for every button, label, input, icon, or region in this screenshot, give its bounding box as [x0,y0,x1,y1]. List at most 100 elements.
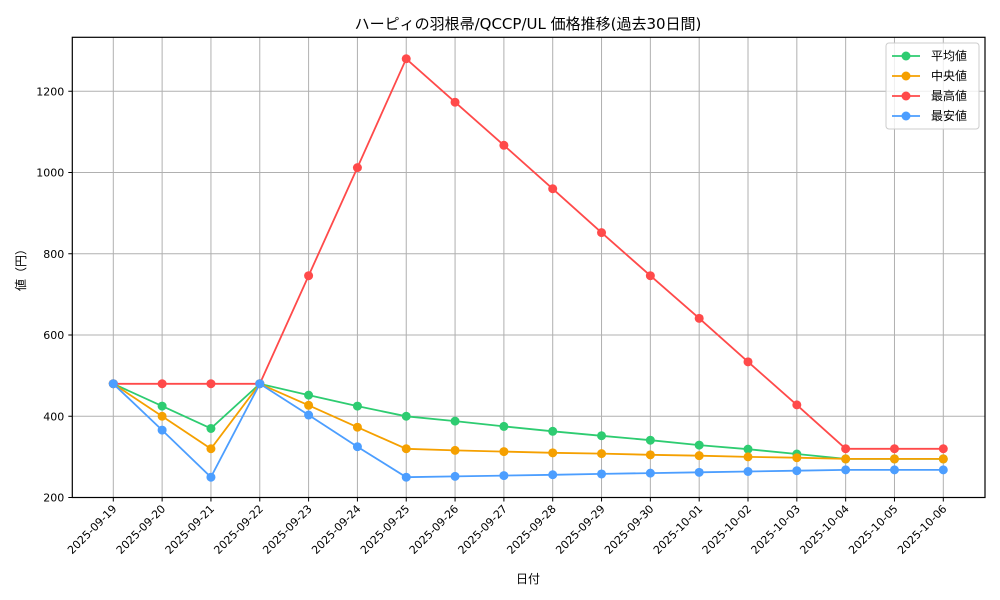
data-point [450,97,460,107]
data-point [548,426,558,436]
data-point [792,466,802,476]
data-point [743,467,753,476]
y-axis-label: 値（円） [13,243,28,291]
data-point [499,447,509,457]
legend-item: 平均値 [892,48,967,63]
legend-label: 平均値 [931,48,967,63]
y-tick-label: 400 [43,410,64,423]
x-tick-label: 2025-09-28 [504,502,558,556]
data-point [645,450,655,460]
x-tick-label: 2025-09-22 [211,502,265,556]
x-tick-label: 2025-09-23 [260,502,314,556]
data-point [401,444,411,454]
x-tick-label: 2025-10-05 [846,502,900,556]
data-point [743,357,753,367]
legend-item: 最安値 [892,108,967,123]
data-point [450,445,460,455]
data-point [694,440,704,450]
data-point [157,411,167,421]
data-point [157,379,167,389]
data-point [792,400,802,410]
data-point [743,444,753,454]
x-axis-label: 日付 [516,572,540,586]
series-line [108,379,948,482]
x-tick-label: 2025-10-04 [797,502,851,556]
data-point [157,401,167,411]
data-point [743,452,753,462]
data-point [694,451,704,461]
legend-marker-icon [901,111,911,121]
x-tick-label: 2025-09-19 [65,502,119,556]
x-tick-label: 2025-09-25 [358,502,412,556]
data-point [206,444,216,454]
data-point [889,444,899,454]
legend-marker-icon [901,71,911,81]
x-axis-ticks: 2025-09-192025-09-202025-09-212025-09-22… [65,497,949,557]
data-point [645,271,655,281]
x-tick-label: 2025-10-01 [651,502,705,556]
legend-marker-icon [901,91,911,101]
data-point [304,400,314,410]
data-point [938,444,948,454]
data-point [352,163,362,173]
legend-box [885,42,980,130]
data-point [841,444,851,454]
data-point [450,471,460,481]
x-tick-label: 2025-09-21 [163,502,217,556]
data-point [548,470,558,480]
data-point [450,416,460,426]
data-point [352,422,362,432]
data-point [841,465,851,475]
data-point [694,467,704,477]
y-tick-label: 1000 [36,167,64,180]
data-point [304,271,314,281]
data-point [548,448,558,458]
legend-label: 最高値 [931,88,967,103]
data-point [401,411,411,421]
x-tick-label: 2025-09-20 [114,502,168,556]
data-point [889,454,899,464]
series-line [108,379,948,464]
data-point [401,54,411,64]
data-point [597,228,607,238]
legend-marker-icon [901,51,911,61]
plot-frame [71,36,986,499]
data-point [792,453,802,463]
data-point [694,313,704,323]
legend-label: 中央値 [931,68,967,83]
data-point [499,471,509,481]
data-point [401,472,411,482]
data-point [206,423,216,433]
x-tick-label: 2025-09-30 [602,502,656,556]
data-point [255,379,265,389]
x-tick-label: 2025-09-26 [407,502,461,556]
data-point [206,472,216,482]
data-series [108,54,948,482]
legend-label: 最安値 [931,108,967,123]
data-point [597,449,607,459]
data-point [499,421,509,431]
chart-title: ハーピィの羽根帚/QCCP/UL 価格推移(過去30日間) [355,15,702,33]
data-point [352,442,362,452]
data-point [645,468,655,478]
data-point [889,465,899,475]
data-point [597,469,607,479]
data-point [645,435,655,445]
x-tick-label: 2025-09-27 [456,502,510,556]
y-tick-label: 1200 [36,85,64,98]
data-point [548,184,558,194]
data-point [304,410,314,420]
data-point [108,379,118,389]
y-tick-label: 800 [43,248,64,261]
y-tick-label: 600 [43,329,64,342]
data-point [352,401,362,411]
data-point [304,390,314,400]
x-tick-label: 2025-09-29 [553,502,607,556]
y-axis-ticks: 200 400 600 800 1000 1200 [36,85,73,505]
legend-item: 最高値 [892,88,967,103]
data-point [499,140,509,150]
y-tick-label: 200 [43,492,64,505]
series-line [108,379,948,464]
